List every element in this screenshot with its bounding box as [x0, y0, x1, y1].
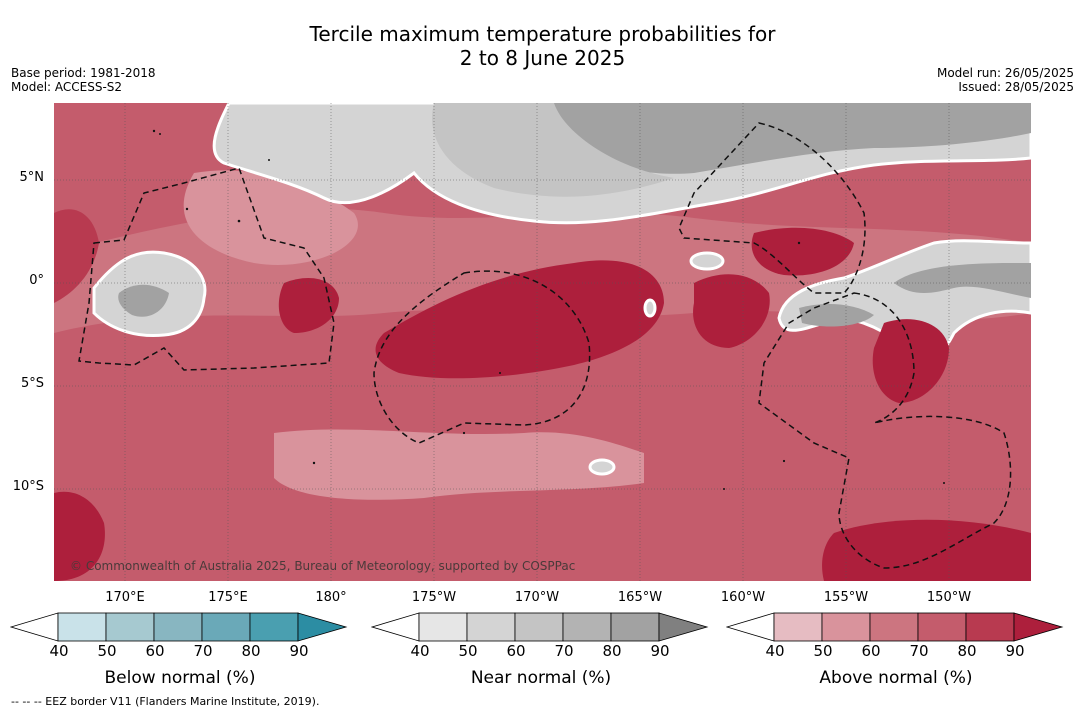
- region-near-70-top: [554, 103, 1031, 174]
- lat-label-0: 0°: [29, 273, 44, 288]
- map-title-line2: 2 to 8 June 2025: [459, 46, 626, 70]
- cb0-tick: 50: [97, 642, 117, 660]
- cb0-tick: 60: [145, 642, 165, 660]
- colorbar-segment: [773, 612, 823, 642]
- region-above-90-center: [375, 260, 664, 379]
- lon-label-170w: 170°W: [514, 590, 560, 605]
- cb2-tick: 90: [1005, 642, 1025, 660]
- lat-label-5s: 5°S: [20, 376, 44, 391]
- colorbar-upper-extend: [1013, 612, 1064, 642]
- colorbar-upper-extend: [658, 612, 709, 642]
- near-normal-patch-c: [643, 298, 657, 318]
- cb1-tick: 50: [458, 642, 478, 660]
- lon-label-175w: 175°W: [411, 590, 457, 605]
- region-above-90-bottomleft: [54, 491, 105, 581]
- model-name: Model: ACCESS-S2: [11, 80, 123, 94]
- colorbar-segment: [965, 612, 1015, 642]
- lon-label-170e: 170°E: [105, 590, 145, 605]
- base-period: Base period: 1981-2018: [11, 66, 156, 80]
- cb2-tick: 50: [813, 642, 833, 660]
- colorbar-segment: [610, 612, 660, 642]
- near-normal-patch-a: [689, 251, 725, 271]
- region-above-90-bottomright: [822, 519, 1031, 581]
- colorbar-above-title: Above normal (%): [819, 668, 973, 688]
- lon-label-155w: 155°W: [823, 590, 869, 605]
- colorbar-below-normal: [10, 612, 348, 642]
- colorbar-lower-extend: [726, 612, 775, 642]
- region-above-90-topright: [751, 227, 854, 276]
- colorbar-above-normal: [726, 612, 1064, 642]
- colorbar-near-title: Near normal (%): [470, 668, 612, 688]
- colorbar-upper-extend: [297, 612, 348, 642]
- cb0-tick: 70: [193, 642, 213, 660]
- colorbar-segment: [57, 612, 107, 642]
- cb1-tick: 80: [602, 642, 622, 660]
- cb0-tick: 90: [289, 642, 309, 660]
- islands: [152, 129, 945, 490]
- lon-label-160w: 160°W: [720, 590, 766, 605]
- colorbar-segment: [514, 612, 564, 642]
- eez-footnote: -- -- -- EEZ border V11 (Flanders Marine…: [11, 695, 320, 708]
- region-above-80-left: [54, 209, 99, 303]
- near-normal-patch-b: [588, 458, 616, 476]
- colorbar-segment: [821, 612, 871, 642]
- model-run: Model run: 26/05/2025: [936, 66, 1074, 80]
- cb2-tick: 80: [957, 642, 977, 660]
- meta-left: Base period: 1981-2018 Model: ACCESS-S2: [11, 66, 156, 94]
- colorbar-below-title: Below normal (%): [104, 668, 256, 688]
- map-title-line1: Tercile maximum temperature probabilitie…: [309, 22, 776, 46]
- cb1-tick: 90: [650, 642, 670, 660]
- cb2-tick: 60: [861, 642, 881, 660]
- colorbar-segment: [105, 612, 155, 642]
- colorbar-lower-extend: [10, 612, 59, 642]
- cb0-tick: 40: [49, 642, 69, 660]
- meta-right: Model run: 26/05/2025 Issued: 28/05/2025: [937, 66, 1074, 94]
- colorbar-lower-extend: [371, 612, 420, 642]
- lon-label-175e: 175°E: [208, 590, 248, 605]
- region-above-90-right: [872, 319, 949, 403]
- colorbar-segment: [562, 612, 612, 642]
- lon-label-150w: 150°W: [926, 590, 972, 605]
- colorbar-segment: [418, 612, 468, 642]
- cb2-tick: 40: [765, 642, 785, 660]
- cb1-tick: 40: [410, 642, 430, 660]
- region-near-60-top: [432, 103, 674, 197]
- colorbar-segment: [917, 612, 967, 642]
- colorbar-segment: [249, 612, 299, 642]
- colorbar-segment: [201, 612, 251, 642]
- eez-borders: [78, 122, 1012, 569]
- region-above-90-left: [278, 278, 339, 333]
- region-near-70-left: [118, 284, 169, 317]
- cb1-tick: 60: [506, 642, 526, 660]
- cb0-tick: 80: [241, 642, 261, 660]
- region-above-90-right-center: [693, 274, 770, 348]
- colorbar-segment: [466, 612, 516, 642]
- colorbar-segment: [869, 612, 919, 642]
- lon-label-165w: 165°W: [617, 590, 663, 605]
- cb1-tick: 70: [554, 642, 574, 660]
- lon-label-180: 180°: [315, 590, 347, 605]
- probability-map: © Commonwealth of Australia 2025, Bureau…: [54, 103, 1031, 581]
- cb2-tick: 70: [909, 642, 929, 660]
- region-near-70-mid: [799, 303, 874, 327]
- copyright-text: © Commonwealth of Australia 2025, Bureau…: [70, 559, 575, 573]
- region-above-50-lower: [274, 429, 644, 500]
- region-near-70-right: [894, 263, 1031, 298]
- colorbar-segment: [153, 612, 203, 642]
- colorbar-near-normal: [371, 612, 709, 642]
- lat-label-5n: 5°N: [19, 170, 45, 185]
- issued-date: Issued: 28/05/2025: [958, 80, 1074, 94]
- lat-label-10s: 10°S: [12, 479, 44, 494]
- graticule: [54, 103, 1031, 581]
